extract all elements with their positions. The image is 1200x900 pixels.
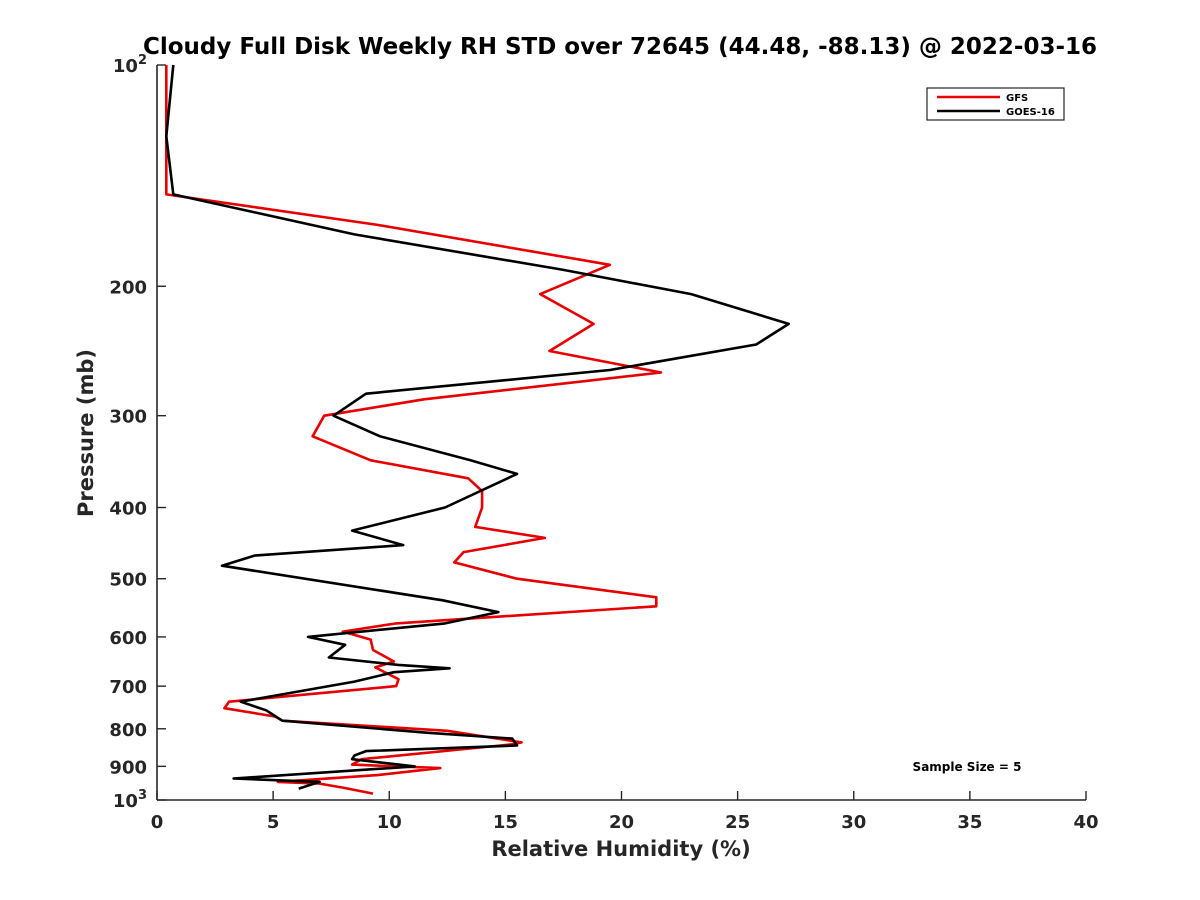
- legend: GFS GOES-16: [926, 87, 1065, 121]
- legend-label-goes16: GOES-16: [1006, 107, 1055, 118]
- x-tick-label: 25: [725, 812, 750, 833]
- y-tick-label-base: 10: [113, 791, 138, 812]
- sample-size-annotation: Sample Size = 5: [913, 760, 1022, 774]
- y-tick-label-base: 10: [113, 56, 138, 77]
- x-tick-label: 15: [493, 812, 518, 833]
- y-tick-label: 102: [113, 53, 147, 77]
- series-line-goes-16: [165, 64, 791, 790]
- x-tick-label: 40: [1073, 812, 1098, 833]
- x-tick-label: 5: [267, 812, 280, 833]
- x-axis-label: Relative Humidity (%): [491, 837, 750, 861]
- x-tick-label: 10: [377, 812, 402, 833]
- chart-title: Cloudy Full Disk Weekly RH STD over 7264…: [143, 34, 1097, 60]
- x-tick-label: 35: [957, 812, 982, 833]
- y-tick-label-exponent: 2: [138, 53, 147, 68]
- y-tick-label: 300: [109, 407, 147, 428]
- y-tick-label: 700: [109, 677, 147, 698]
- y-tick-label-exponent: 3: [138, 788, 147, 803]
- x-tick-label: 0: [151, 812, 164, 833]
- y-axis-label: Pressure (mb): [74, 349, 98, 517]
- y-tick-label: 200: [109, 277, 147, 298]
- y-tick-label: 900: [109, 757, 147, 778]
- x-axis-ticks: 0 5 10 15 20 25 30 35 40: [151, 791, 1099, 833]
- y-tick-label: 400: [109, 499, 147, 520]
- y-tick-label: 800: [109, 720, 147, 741]
- x-tick-label: 30: [841, 812, 866, 833]
- legend-box: [926, 87, 1065, 121]
- series-line-gfs: [165, 65, 663, 795]
- y-tick-label: 600: [109, 628, 147, 649]
- y-tick-label: 500: [109, 570, 147, 591]
- x-tick-label: 20: [609, 812, 634, 833]
- legend-label-gfs: GFS: [1006, 93, 1028, 104]
- series-lines: [165, 64, 791, 795]
- y-tick-label: 103: [113, 788, 147, 812]
